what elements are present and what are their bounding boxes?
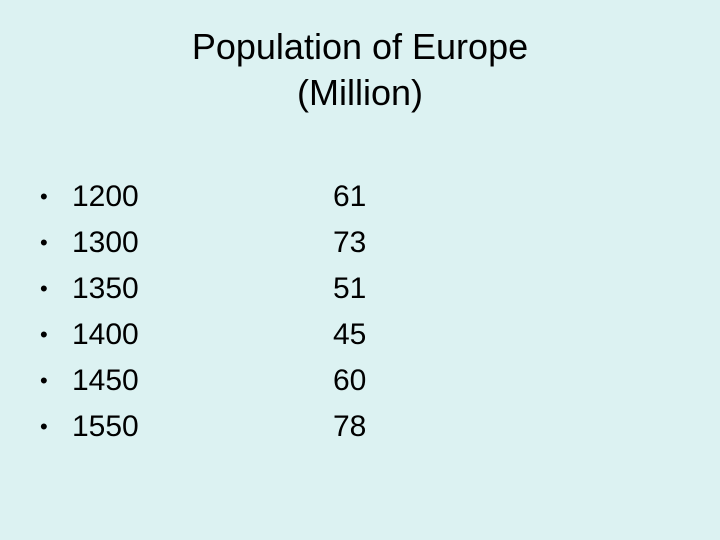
title-line-2: (Million) — [297, 72, 423, 113]
list-item: • 1200 61 — [0, 174, 720, 220]
population-value: 61 — [333, 180, 367, 213]
bullet-icon: • — [40, 230, 48, 255]
population-value: 45 — [333, 318, 367, 351]
list-item: • 1450 60 — [0, 358, 720, 404]
year: 1550 — [72, 410, 139, 443]
population-value: 51 — [333, 272, 367, 305]
year: 1450 — [72, 364, 139, 397]
year: 1350 — [72, 272, 139, 305]
slide-title: Population of Europe (Million) — [0, 24, 720, 116]
population-value: 78 — [333, 410, 367, 443]
list-item: • 1300 73 — [0, 220, 720, 266]
population-value: 73 — [333, 226, 367, 259]
year: 1300 — [72, 226, 139, 259]
year: 1400 — [72, 318, 139, 351]
bullet-icon: • — [40, 276, 48, 301]
year: 1200 — [72, 180, 139, 213]
population-value: 60 — [333, 364, 367, 397]
title-line-1: Population of Europe — [191, 26, 529, 67]
bullet-icon: • — [40, 414, 48, 439]
list-item: • 1350 51 — [0, 266, 720, 312]
list-item: • 1400 45 — [0, 312, 720, 358]
population-list: • 1200 61 • 1300 73 • 1350 51 • 1400 45 … — [0, 174, 720, 450]
bullet-icon: • — [40, 322, 48, 347]
bullet-icon: • — [40, 184, 48, 209]
list-item: • 1550 78 — [0, 404, 720, 450]
bullet-icon: • — [40, 368, 48, 393]
